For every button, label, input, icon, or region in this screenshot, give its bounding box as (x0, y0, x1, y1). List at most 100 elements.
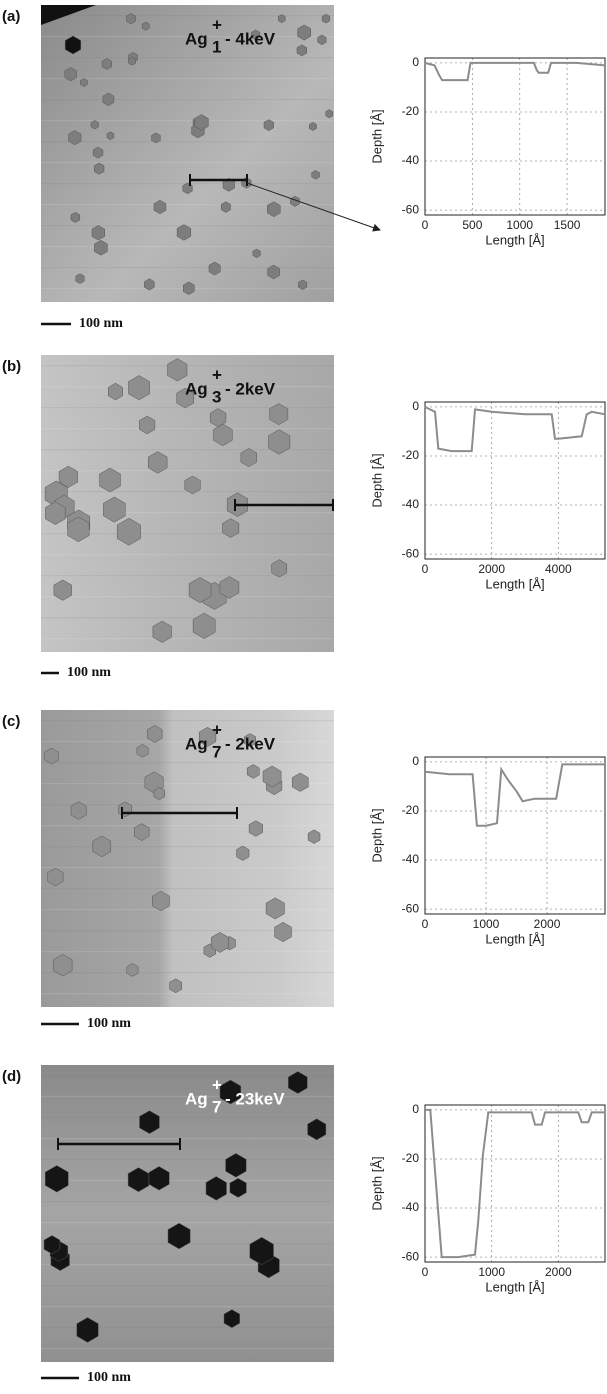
scan-line (41, 267, 334, 269)
scale-label: 100 nm (87, 1370, 131, 1385)
plot-frame (424, 57, 606, 216)
island (126, 963, 139, 977)
scan-line (41, 596, 334, 598)
island (277, 14, 286, 23)
scan-line (41, 407, 334, 409)
island (297, 24, 311, 41)
scan-line (41, 36, 334, 38)
island (184, 475, 201, 495)
island (307, 1118, 327, 1141)
scan-line (41, 1075, 334, 1077)
island (53, 954, 73, 977)
scan-line (41, 449, 334, 451)
stm-background (41, 710, 334, 1007)
scan-line (41, 15, 334, 17)
scan-line (41, 930, 334, 932)
stm-background (41, 5, 334, 302)
island (139, 415, 156, 435)
scan-line (41, 386, 334, 388)
island (296, 44, 307, 57)
scan-line (41, 1222, 334, 1224)
x-tick-label: 1500 (554, 218, 581, 232)
island (148, 1166, 170, 1191)
island (91, 225, 105, 241)
island (236, 845, 250, 861)
x-axis-label: Length [Å] (485, 232, 544, 247)
cluster-size: 1 (212, 37, 221, 56)
island (148, 451, 168, 474)
x-tick-label: 4000 (545, 562, 572, 576)
island (44, 747, 59, 765)
island (262, 765, 282, 788)
island (67, 516, 90, 543)
y-tick-label: 0 (412, 1102, 419, 1116)
scale-label: 100 nm (87, 1016, 131, 1031)
island (128, 375, 150, 401)
island (176, 388, 195, 409)
plot-frame (424, 756, 606, 915)
island (101, 58, 112, 70)
island (64, 35, 82, 55)
y-tick-label: -60 (402, 901, 420, 915)
cluster-size: 7 (212, 742, 221, 761)
scan-line (41, 533, 334, 535)
ion-energy: - 2keV (225, 734, 276, 753)
ion-charge: + (212, 720, 222, 739)
island (93, 162, 105, 175)
x-tick-label: 500 (462, 218, 482, 232)
scan-line (41, 428, 334, 430)
scan-line (41, 867, 334, 869)
island (268, 429, 291, 455)
scan-line (41, 1138, 334, 1140)
island (134, 823, 150, 841)
island (222, 177, 235, 192)
island (152, 620, 172, 643)
island (291, 772, 309, 792)
panel-label: (c) (2, 713, 20, 730)
island (223, 1309, 240, 1328)
island (75, 273, 85, 284)
y-axis-label: Depth [Å] (369, 1156, 384, 1210)
plot-frame (424, 401, 606, 560)
island (267, 201, 281, 217)
scan-line (41, 617, 334, 619)
island (325, 109, 334, 119)
corner (41, 5, 96, 25)
x-tick-label: 1000 (478, 1265, 505, 1279)
island (246, 764, 260, 779)
scan-line (41, 846, 334, 848)
island (298, 279, 308, 290)
y-tick-label: -20 (402, 448, 420, 462)
island (219, 576, 240, 599)
island (153, 787, 165, 801)
island (267, 264, 280, 280)
ion-name: Ag (185, 1089, 208, 1108)
island (183, 281, 195, 295)
y-tick-label: -40 (402, 1200, 420, 1214)
ion-name: Ag (185, 29, 208, 48)
island (176, 224, 192, 241)
island (307, 829, 321, 844)
island (80, 78, 88, 87)
island (167, 1222, 191, 1250)
panel-label: (d) (2, 1068, 21, 1085)
island (90, 120, 99, 130)
stm-image (41, 355, 334, 652)
island (317, 34, 327, 45)
profile-line (424, 763, 605, 827)
scan-line (41, 491, 334, 493)
island (219, 1079, 242, 1105)
island (220, 201, 231, 213)
ion-energy: - 4keV (225, 29, 276, 48)
island (128, 56, 136, 66)
ion-name: Ag (185, 734, 208, 753)
scan-line (41, 1201, 334, 1203)
profile-line (424, 61, 606, 82)
island (139, 1110, 160, 1134)
island (103, 496, 126, 523)
island (43, 1235, 61, 1255)
cluster-size: 3 (212, 387, 221, 406)
island (251, 29, 261, 41)
stm-background (41, 1065, 334, 1362)
scan-line (41, 57, 334, 59)
